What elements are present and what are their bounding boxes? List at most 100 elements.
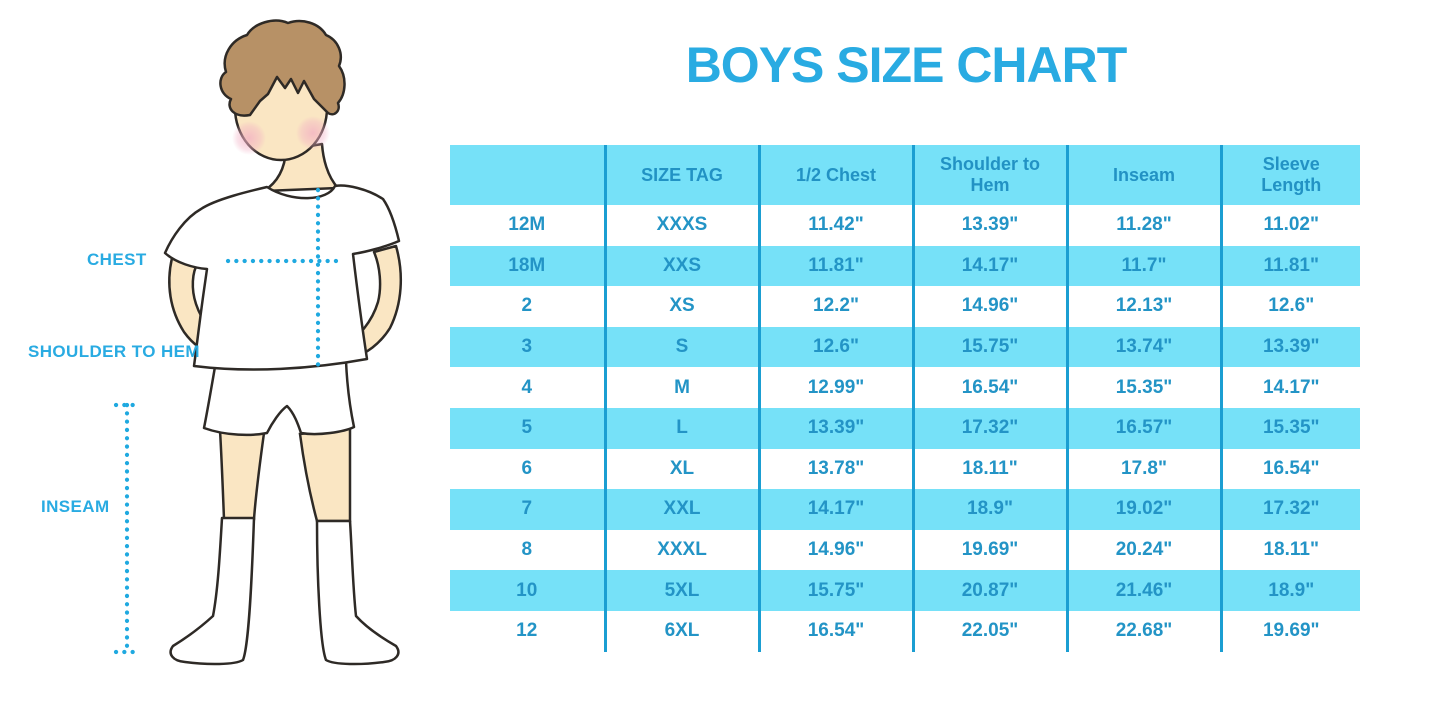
size-row: 18M XXS 11.81" 14.17" 11.7" 11.81" [450,245,1360,287]
header-shoulder-to-hem: Shoulder to Hem [913,145,1069,205]
size-cell: 15.75" [759,570,915,611]
page-title: BOYS SIZE CHART [685,37,1128,93]
size-cell: 13.39" [1221,326,1360,368]
size-table: SIZE TAG 1/2 Chest Shoulder to Hem Insea… [450,145,1360,652]
header-size-tag: SIZE TAG [605,145,761,205]
size-cell: L [605,407,761,449]
size-cell: 3 [450,326,607,368]
size-cell: 18.11" [1221,529,1360,571]
size-cell: 4 [450,367,607,408]
right-leg [298,426,352,523]
size-cell: 14.17" [913,245,1069,287]
size-row: 6 XL 13.78" 18.11" 17.8" 16.54" [450,448,1360,490]
size-cell: 20.24" [1067,529,1223,571]
size-cell: 19.69" [913,529,1069,571]
size-cell: 5 [450,407,607,449]
size-row: 3 S 12.6" 15.75" 13.74" 13.39" [450,326,1360,368]
size-cell: 13.74" [1067,326,1223,368]
size-cell: S [605,326,761,368]
size-cell: XXL [605,489,761,530]
left-sock [169,516,256,666]
size-cell: 6 [450,448,607,490]
size-table-body: 12M XXXS 11.42" 13.39" 11.28" 11.02" 18M XXS 11.… [450,205,1360,652]
hair [219,19,346,117]
size-cell: 11.42" [759,205,915,246]
size-cell: 5XL [605,570,761,611]
size-cell: 16.54" [913,367,1069,408]
size-row: 12 6XL 16.54" 22.05" 22.68" 19.69" [450,610,1360,652]
size-cell: 13.78" [759,448,915,490]
size-cell: 14.96" [759,529,915,571]
size-cell: 18M [450,245,607,287]
left-cheek [232,121,266,155]
size-row: 7 XXL 14.17" 18.9" 19.02" 17.32" [450,489,1360,530]
size-cell: 14.17" [759,489,915,530]
boy-figure-area: CHEST SHOULDER TO HEM INSEAM [0,0,450,723]
left-leg [218,428,266,521]
size-cell: XS [605,286,761,327]
size-cell: 21.46" [1067,570,1223,611]
size-cell: 11.02" [1221,205,1360,246]
size-cell: 17.32" [913,407,1069,449]
size-cell: 12.6" [759,326,915,368]
size-cell: 17.8" [1067,448,1223,490]
size-cell: 19.69" [1221,610,1360,652]
size-cell: 18.11" [913,448,1069,490]
size-cell: 17.32" [1221,489,1360,530]
size-cell: 18.9" [1221,570,1360,611]
size-cell: 12M [450,205,607,246]
size-table-header-row: SIZE TAG 1/2 Chest Shoulder to Hem Insea… [450,145,1360,205]
size-cell: 22.68" [1067,610,1223,652]
size-cell: 14.96" [913,286,1069,327]
size-cell: 12.13" [1067,286,1223,327]
size-cell: 15.35" [1221,407,1360,449]
right-cheek [296,116,330,150]
chest-label: CHEST [87,250,147,269]
header-sleeve-length: Sleeve Length [1221,145,1360,205]
size-cell: 11.28" [1067,205,1223,246]
size-row: 2 XS 12.2" 14.96" 12.13" 12.6" [450,286,1360,327]
size-row: 8 XXXL 14.96" 19.69" 20.24" 18.11" [450,529,1360,571]
size-cell: 12.6" [1221,286,1360,327]
size-cell: 12.99" [759,367,915,408]
size-cell: 18.9" [913,489,1069,530]
size-cell: 2 [450,286,607,327]
size-cell: 11.81" [1221,245,1360,287]
boy-illustration [113,19,403,666]
size-cell: 13.39" [759,407,915,449]
shorts [202,359,356,437]
size-cell: 12.2" [759,286,915,327]
size-cell: 15.75" [913,326,1069,368]
size-cell: 12 [450,610,607,652]
size-cell: 16.54" [759,610,915,652]
size-cell: 16.57" [1067,407,1223,449]
tshirt [163,184,401,371]
size-cell: 14.17" [1221,367,1360,408]
size-cell: 22.05" [913,610,1069,652]
size-cell: 10 [450,570,607,611]
size-cell: 11.7" [1067,245,1223,287]
size-cell: 15.35" [1067,367,1223,408]
shoulder-to-hem-label: SHOULDER TO HEM [28,342,200,361]
right-sock [315,519,400,666]
size-cell: M [605,367,761,408]
inseam-label: INSEAM [41,497,110,516]
header-size [450,145,607,205]
size-cell: 20.87" [913,570,1069,611]
size-row: 4 M 12.99" 16.54" 15.35" 14.17" [450,367,1360,408]
size-cell: 8 [450,529,607,571]
size-cell: 6XL [605,610,761,652]
size-cell: XXXL [605,529,761,571]
size-cell: 13.39" [913,205,1069,246]
size-row: 5 L 13.39" 17.32" 16.57" 15.35" [450,407,1360,449]
size-cell: 11.81" [759,245,915,287]
header-inseam: Inseam [1067,145,1223,205]
size-cell: 19.02" [1067,489,1223,530]
size-cell: XXXS [605,205,761,246]
size-cell: 16.54" [1221,448,1360,490]
size-cell: XXS [605,245,761,287]
size-cell: XL [605,448,761,490]
header-half-chest: 1/2 Chest [759,145,915,205]
size-cell: 7 [450,489,607,530]
